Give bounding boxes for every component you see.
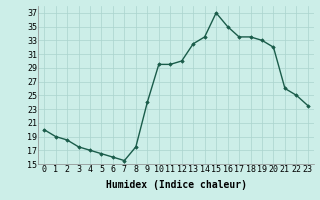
X-axis label: Humidex (Indice chaleur): Humidex (Indice chaleur)	[106, 180, 246, 190]
